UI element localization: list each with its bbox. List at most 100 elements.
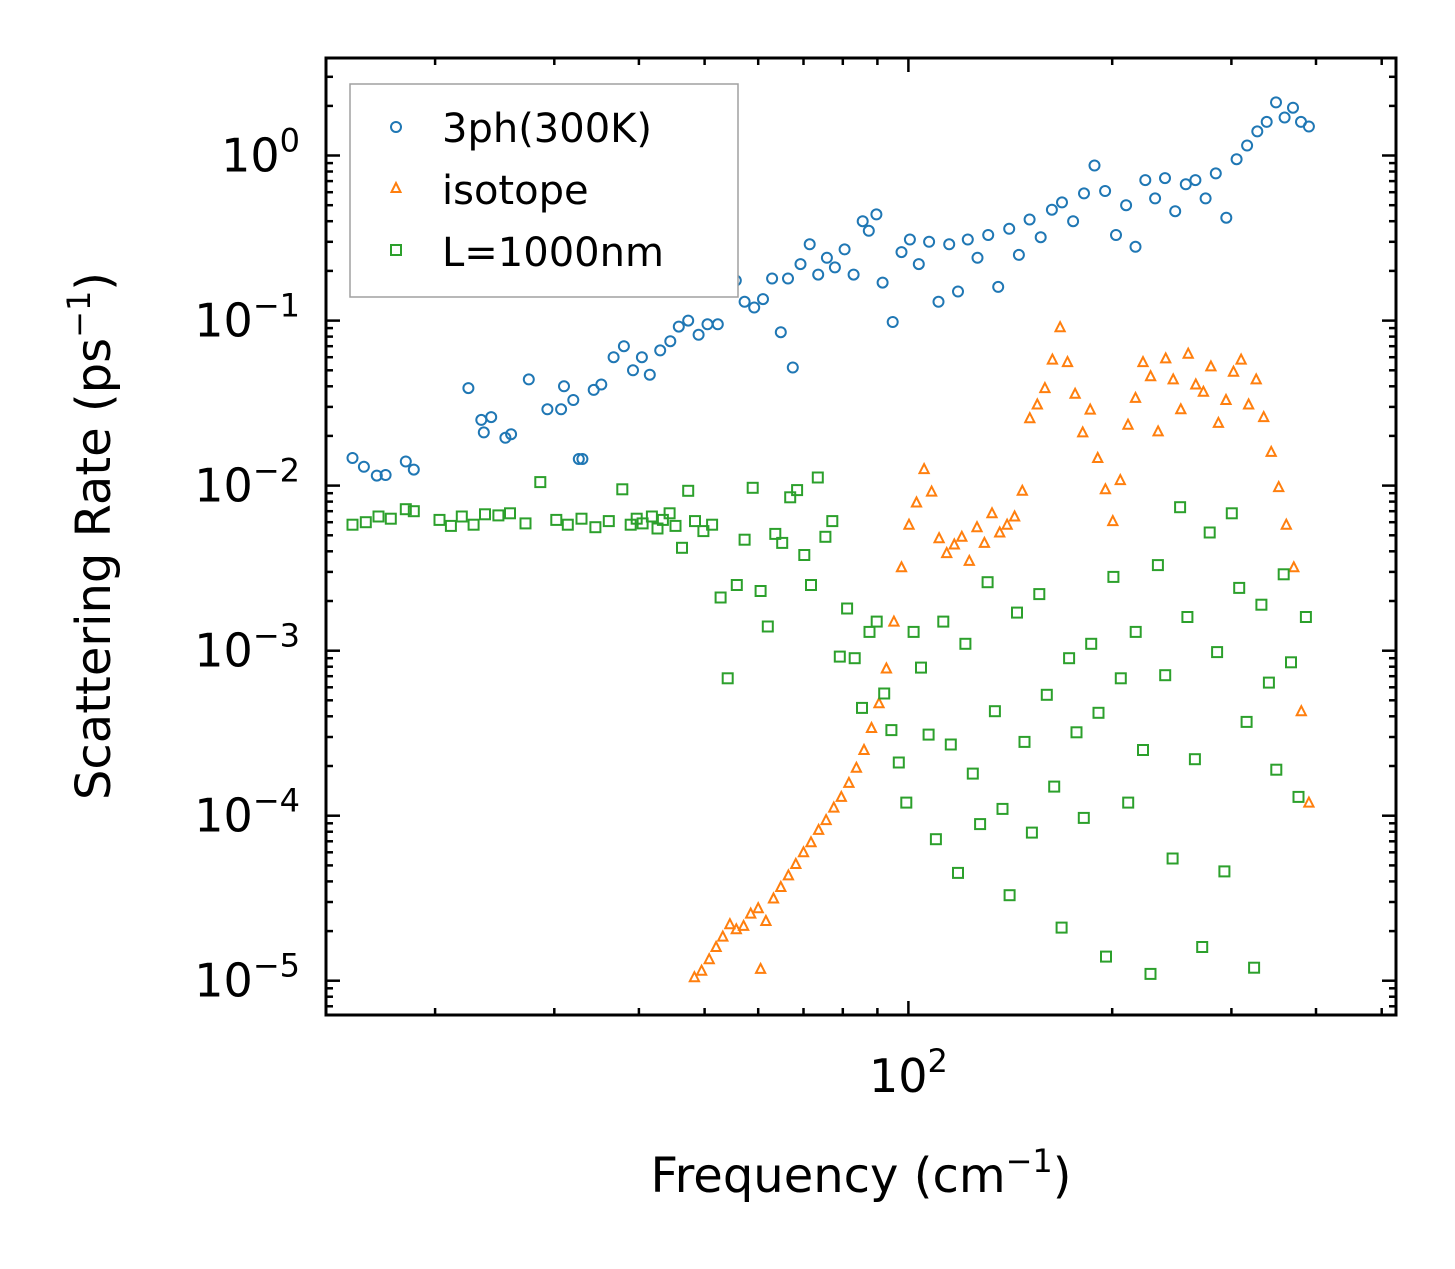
square-point-80 <box>1055 921 1068 934</box>
circle-point-69 <box>1045 203 1058 216</box>
triangle-point-70 <box>1204 359 1218 372</box>
circle-point-62 <box>971 251 984 264</box>
triangle-point-12 <box>767 891 780 904</box>
square-point-81 <box>1063 652 1076 665</box>
x-tick-label: 102 <box>869 1042 948 1103</box>
circle-point-44 <box>812 268 825 281</box>
x-axis-label-tail: ) <box>1053 1148 1072 1204</box>
circle-point-22 <box>617 340 630 353</box>
circle-point-71 <box>1067 215 1080 228</box>
square-point-48 <box>819 530 832 543</box>
square-point-113 <box>1299 611 1312 623</box>
triangle-point-43 <box>1000 517 1014 530</box>
square-point-110 <box>1277 568 1290 581</box>
circle-point-95 <box>1302 120 1315 133</box>
square-point-18 <box>589 521 602 534</box>
circle-point-85 <box>1209 167 1222 180</box>
legend-label-boundary: L=1000nm <box>442 230 664 276</box>
triangle-point-22 <box>842 775 856 788</box>
triangle-point-79 <box>1272 479 1285 493</box>
triangle-point-75 <box>1242 397 1255 410</box>
square-point-97 <box>1181 611 1194 623</box>
square-point-104 <box>1233 581 1246 594</box>
square-point-71 <box>988 705 1001 718</box>
square-point-39 <box>754 585 767 597</box>
legend: 3ph(300K) isotope L=1000nm <box>349 83 739 298</box>
square-point-57 <box>885 724 898 737</box>
circle-point-80 <box>1159 172 1171 185</box>
triangle-point-53 <box>1076 425 1089 438</box>
triangle-point-57 <box>1106 513 1120 527</box>
circle-point-41 <box>786 361 799 374</box>
triangle-point-28 <box>887 614 901 627</box>
square-point-78 <box>1040 688 1053 701</box>
square-point-36 <box>730 579 743 591</box>
triangle-point-25 <box>865 720 878 733</box>
circle-point-30 <box>692 328 705 341</box>
square-point-84 <box>1085 637 1098 650</box>
triangle-point-60 <box>1129 390 1142 403</box>
triangle-point-20 <box>827 800 841 813</box>
circle-point-36 <box>748 301 761 314</box>
triangle-point-15 <box>789 856 803 869</box>
square-point-96 <box>1174 501 1187 514</box>
circle-point-77 <box>1129 240 1142 253</box>
circle-point-75 <box>1110 229 1122 241</box>
triangle-point-47 <box>1031 397 1044 410</box>
triangle-point-59 <box>1121 417 1135 430</box>
legend-marker-3ph <box>390 121 402 133</box>
triangle-point-69 <box>1197 384 1210 397</box>
square-point-29 <box>676 541 688 554</box>
circle-point-46 <box>828 261 841 274</box>
square-point-19 <box>602 515 615 528</box>
circle-point-81 <box>1169 205 1182 218</box>
square-point-66 <box>952 866 964 879</box>
square-point-61 <box>915 661 927 674</box>
square-point-95 <box>1166 852 1179 865</box>
square-point-40 <box>761 620 774 633</box>
y-tick-label-exponent: −5 <box>253 947 300 985</box>
circle-point-84 <box>1199 192 1212 205</box>
x-axis-label: Frequency (cm−1) <box>650 1142 1071 1204</box>
square-point-6 <box>433 513 446 526</box>
square-point-111 <box>1285 656 1297 669</box>
square-point-41 <box>769 527 782 540</box>
square-point-1 <box>359 516 372 529</box>
square-point-32 <box>697 525 710 538</box>
circle-point-49 <box>856 215 869 228</box>
square-point-79 <box>1048 780 1061 793</box>
triangle-point-76 <box>1249 372 1263 385</box>
legend-box <box>349 83 739 298</box>
square-point-2 <box>372 510 385 523</box>
triangle-point-52 <box>1068 386 1082 399</box>
circle-point-56 <box>912 258 925 271</box>
triangle-point-45 <box>1016 483 1029 496</box>
triangle-point-35 <box>940 545 953 559</box>
square-point-23 <box>636 517 649 530</box>
circle-point-58 <box>932 295 945 308</box>
square-point-50 <box>833 650 846 663</box>
circle-point-92 <box>1278 111 1291 124</box>
circle-point-9 <box>485 411 498 424</box>
y-tick-label-exponent: −3 <box>253 617 300 655</box>
square-point-51 <box>841 602 854 615</box>
triangle-point-77 <box>1257 409 1270 423</box>
circle-point-8 <box>477 426 490 439</box>
circle-point-13 <box>541 403 554 416</box>
y-axis-label-base: Scattering Rate (ps <box>66 338 122 800</box>
circle-point-16 <box>567 394 580 406</box>
triangle-point-23 <box>850 760 863 773</box>
square-point-8 <box>455 510 468 523</box>
square-point-55 <box>870 615 883 628</box>
triangle-point-39 <box>970 520 984 533</box>
triangle-point-55 <box>1091 450 1104 463</box>
series-circle <box>346 96 1315 482</box>
circle-point-27 <box>664 335 677 348</box>
square-point-45 <box>798 549 811 561</box>
square-point-26 <box>656 513 669 526</box>
triangle-point-71 <box>1212 415 1225 428</box>
circle-point-63 <box>982 229 995 241</box>
series-square <box>346 471 1312 980</box>
square-point-7 <box>444 519 457 532</box>
